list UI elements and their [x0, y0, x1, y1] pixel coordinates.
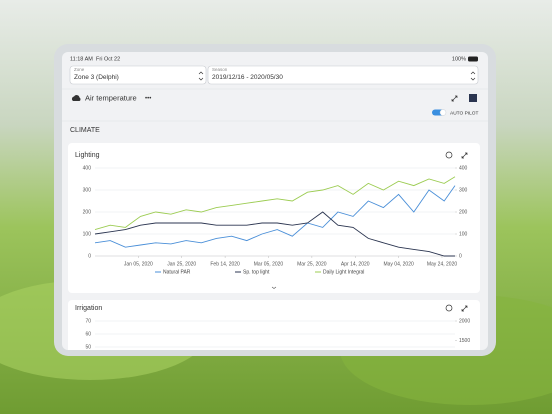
- y2-tick-label: 100: [459, 231, 468, 237]
- series-line: [94, 185, 456, 248]
- lighting-card: [68, 143, 480, 293]
- card-title: Lighting: [75, 152, 100, 159]
- card-title: Irrigation: [75, 305, 102, 312]
- menu[interactable]: •••: [145, 96, 151, 102]
- irrigation-card: [68, 300, 480, 350]
- expand-icon[interactable]: [461, 305, 468, 312]
- screen: 11:18 AM Fri Oct 22 100% Zone Zone 3 (De…: [62, 52, 488, 350]
- card-icons: [271, 151, 468, 312]
- y2-tick-label: 400: [459, 165, 468, 171]
- cloud-icon: [71, 95, 81, 101]
- zone-label: Zone: [74, 67, 85, 72]
- expand-icon[interactable]: [451, 95, 458, 102]
- x-tick-label: Mar 05, 2020: [254, 261, 284, 267]
- y-tick-label: 50: [85, 344, 91, 350]
- y-tick-label: 300: [83, 187, 92, 193]
- x-tick-label: May 04, 2020: [383, 261, 414, 267]
- x-tick-label: Jan 05, 2020: [124, 261, 153, 267]
- y-tick-label: 200: [83, 209, 92, 215]
- status-time: 11:18 AM: [70, 56, 93, 62]
- series-line: [94, 211, 455, 257]
- status-battery: 100%: [452, 56, 466, 62]
- zone-value: Zone 3 (Delphi): [74, 74, 119, 81]
- y2-tick-label: 1500: [459, 338, 470, 344]
- x-tick-label: Feb 14, 2020: [210, 261, 240, 267]
- plots: 0 100 200 300 400 0 100 200 300 400 Jan 05, 2020 Ja…: [83, 165, 471, 350]
- season-select[interactable]: [207, 65, 479, 85]
- y-tick-label: 0: [88, 253, 91, 259]
- x-tick-label: Apr 14, 2020: [341, 261, 370, 267]
- y2-tick-label: 200: [459, 209, 468, 215]
- x-tick-label: Mar 25, 2020: [297, 261, 327, 267]
- collapse-chevron[interactable]: [271, 286, 277, 289]
- status-date: Fri Oct 22: [96, 56, 120, 62]
- chevron: [198, 71, 204, 81]
- zone-select[interactable]: [69, 65, 207, 85]
- y-tick-label: 70: [85, 318, 91, 324]
- expand-icon[interactable]: [461, 152, 468, 159]
- season-label: Season: [212, 67, 228, 72]
- toggle-knob: [439, 109, 447, 116]
- y2-tick-label: 300: [459, 187, 468, 193]
- autopilot-label: AUTO PILOT: [450, 110, 479, 116]
- comment-icon[interactable]: [445, 151, 453, 159]
- y-tick-label: 400: [83, 165, 92, 171]
- y-tick-label: 100: [83, 231, 92, 237]
- y2-tick-label: 0: [459, 253, 462, 259]
- chart-icon[interactable]: [469, 94, 477, 102]
- sensor-name[interactable]: Air temperature: [85, 93, 137, 102]
- y2-tick-label: 2000: [459, 318, 470, 324]
- x-tick-label: Jan 25, 2020: [167, 261, 196, 267]
- comment-icon[interactable]: [445, 304, 453, 312]
- battery-icon: [468, 56, 478, 62]
- y-tick-label: 60: [85, 331, 91, 337]
- legend-label: Daily Light Integral: [323, 269, 364, 275]
- series-line: [94, 176, 456, 231]
- section-title: CLIMATE: [70, 127, 100, 134]
- x-tick-label: May 24, 2020: [427, 261, 458, 267]
- chevron: [470, 71, 476, 81]
- legend-label: Sp. top light: [243, 269, 270, 275]
- season-value: 2019/12/16 - 2020/05/30: [212, 74, 283, 81]
- legend-label: Natural PAR: [163, 269, 191, 275]
